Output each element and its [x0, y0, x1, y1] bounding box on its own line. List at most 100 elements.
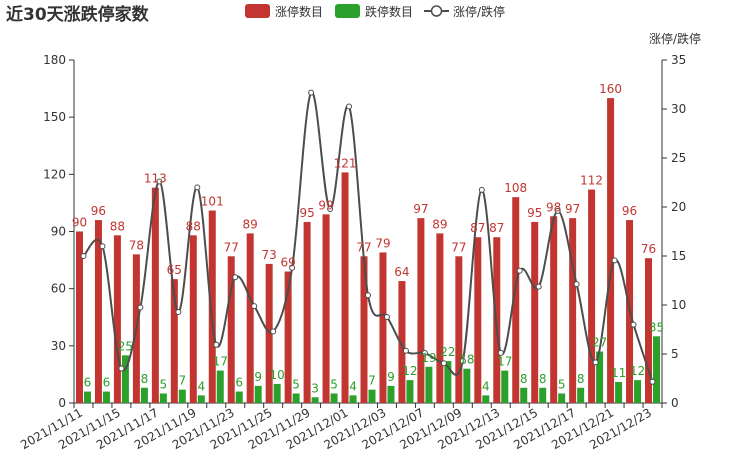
ratio-point	[327, 205, 334, 212]
legend-item-ratio[interactable]: 涨停/跌停	[424, 4, 505, 19]
ratio-point	[440, 360, 447, 367]
bar-down	[311, 397, 319, 403]
ratio-point	[270, 328, 277, 335]
bar-down	[406, 380, 414, 403]
label-up: 96	[91, 204, 106, 218]
label-down: 4	[349, 379, 357, 393]
ratio-point	[516, 267, 523, 274]
label-down: 25	[118, 339, 133, 353]
label-up: 95	[527, 206, 542, 220]
bar-up	[512, 197, 520, 403]
bar-up	[569, 218, 577, 403]
label-up: 95	[299, 206, 314, 220]
ratio-point	[251, 303, 258, 310]
label-up: 76	[641, 242, 656, 256]
bar-up	[170, 279, 178, 403]
ratio-point	[478, 186, 485, 193]
label-up: 96	[622, 204, 637, 218]
bar-down	[615, 382, 623, 403]
label-up: 64	[394, 265, 409, 279]
ratio-point	[611, 257, 618, 264]
label-down: 5	[160, 377, 168, 391]
right-tick-label: 15	[671, 249, 686, 263]
label-down: 8	[577, 372, 585, 386]
label-up: 99	[318, 198, 333, 212]
ratio-line-layer	[80, 89, 656, 385]
bar-down	[349, 395, 357, 403]
bar-down	[83, 391, 91, 403]
label-up: 79	[375, 236, 390, 250]
label-up: 69	[280, 256, 295, 270]
right-tick-label: 20	[671, 200, 686, 214]
ratio-point	[554, 207, 561, 214]
bar-down	[634, 380, 642, 403]
label-up: 121	[334, 156, 357, 170]
label-up: 89	[243, 217, 258, 231]
bar-up	[436, 233, 444, 403]
bar-up	[94, 220, 102, 403]
bar-up	[474, 237, 482, 403]
label-up: 78	[129, 238, 144, 252]
left-tick-label: 90	[51, 225, 66, 239]
left-tick-label: 0	[58, 396, 66, 410]
label-down: 5	[292, 377, 300, 391]
label-down: 5	[330, 377, 338, 391]
legend-swatch-down	[335, 4, 360, 18]
bar-up	[265, 263, 273, 403]
label-down: 9	[387, 370, 395, 384]
label-down: 6	[84, 376, 92, 390]
ratio-point	[194, 184, 201, 191]
legend-label-up: 涨停数目	[275, 4, 323, 19]
legend-item-up[interactable]: 涨停数目	[245, 4, 323, 19]
bar-down	[216, 370, 224, 403]
label-down: 11	[611, 366, 626, 380]
left-tick-label: 120	[43, 167, 66, 181]
ratio-point	[365, 292, 371, 299]
label-down: 6	[235, 376, 243, 390]
bar-down	[520, 387, 528, 403]
bar-up	[531, 221, 539, 403]
label-down: 9	[254, 370, 262, 384]
bar-down	[235, 391, 243, 403]
ratio-point	[383, 313, 390, 320]
bar-up	[455, 256, 463, 403]
label-down: 8	[539, 372, 547, 386]
legend-swatch-up	[245, 4, 270, 18]
label-up: 88	[110, 219, 125, 233]
bar-down	[463, 368, 471, 403]
bar-down	[178, 389, 186, 403]
bar-up	[322, 214, 330, 403]
ratio-point	[630, 321, 637, 328]
label-up: 97	[565, 202, 580, 216]
ratio-point	[573, 281, 580, 288]
label-up: 65	[167, 263, 182, 277]
label-down: 17	[213, 355, 228, 369]
bar-up	[303, 221, 311, 403]
bar-down	[596, 351, 604, 403]
bar-down	[482, 395, 490, 403]
bar-up	[227, 256, 235, 403]
chart-title: 近30天涨跌停家数	[6, 4, 150, 25]
legend-marker-ratio	[430, 5, 443, 17]
bar-up	[341, 172, 349, 403]
label-up: 88	[186, 219, 201, 233]
label-up: 160	[599, 82, 622, 96]
bar-down	[577, 387, 585, 403]
ratio-point	[421, 350, 428, 357]
bar-down	[387, 385, 395, 403]
label-down: 17	[497, 355, 512, 369]
legend[interactable]: 涨停数目 跌停数目 涨停/跌停	[245, 4, 505, 19]
bar-down	[254, 385, 262, 403]
bar-up	[189, 235, 197, 403]
label-up: 98	[546, 200, 561, 214]
label-down: 35	[649, 320, 664, 334]
legend-label-down: 跌停数目	[365, 4, 413, 19]
left-tick-label: 150	[43, 110, 66, 124]
ratio-point	[232, 274, 239, 281]
label-down: 6	[103, 376, 111, 390]
bar-up	[75, 231, 83, 403]
bar-up	[645, 258, 653, 403]
right-tick-label: 5	[671, 347, 679, 361]
left-tick-label: 60	[51, 282, 66, 296]
legend-item-down[interactable]: 跌停数目	[335, 4, 413, 19]
